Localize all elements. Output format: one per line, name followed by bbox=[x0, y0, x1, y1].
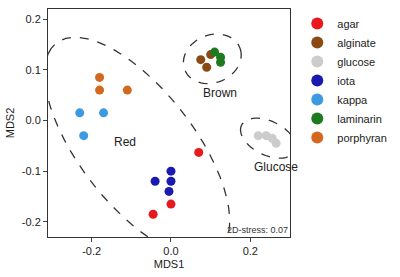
svg-text:0.2: 0.2 bbox=[243, 245, 258, 257]
svg-text:iota: iota bbox=[337, 75, 356, 87]
svg-text:laminarin: laminarin bbox=[337, 113, 382, 125]
svg-text:MDS1: MDS1 bbox=[154, 258, 185, 270]
svg-text:-0.2: -0.2 bbox=[22, 216, 41, 228]
svg-text:0.1: 0.1 bbox=[26, 64, 41, 76]
svg-text:-0.2: -0.2 bbox=[82, 245, 101, 257]
svg-text:-0.1: -0.1 bbox=[22, 165, 41, 177]
svg-text:porphyran: porphyran bbox=[337, 132, 387, 144]
svg-text:glucose: glucose bbox=[337, 56, 375, 68]
svg-text:MDS2: MDS2 bbox=[4, 108, 16, 139]
svg-text:Red: Red bbox=[114, 135, 136, 149]
svg-text:kappa: kappa bbox=[337, 94, 368, 106]
svg-text:Glucose: Glucose bbox=[254, 160, 298, 174]
svg-text:2D-stress: 0.07: 2D-stress: 0.07 bbox=[227, 225, 288, 235]
svg-text:agar: agar bbox=[337, 18, 359, 30]
svg-text:0.0: 0.0 bbox=[163, 245, 178, 257]
svg-text:Brown: Brown bbox=[203, 86, 237, 100]
svg-text:0.2: 0.2 bbox=[26, 13, 41, 25]
svg-text:alginate: alginate bbox=[337, 37, 376, 49]
svg-text:0.0: 0.0 bbox=[26, 114, 41, 126]
